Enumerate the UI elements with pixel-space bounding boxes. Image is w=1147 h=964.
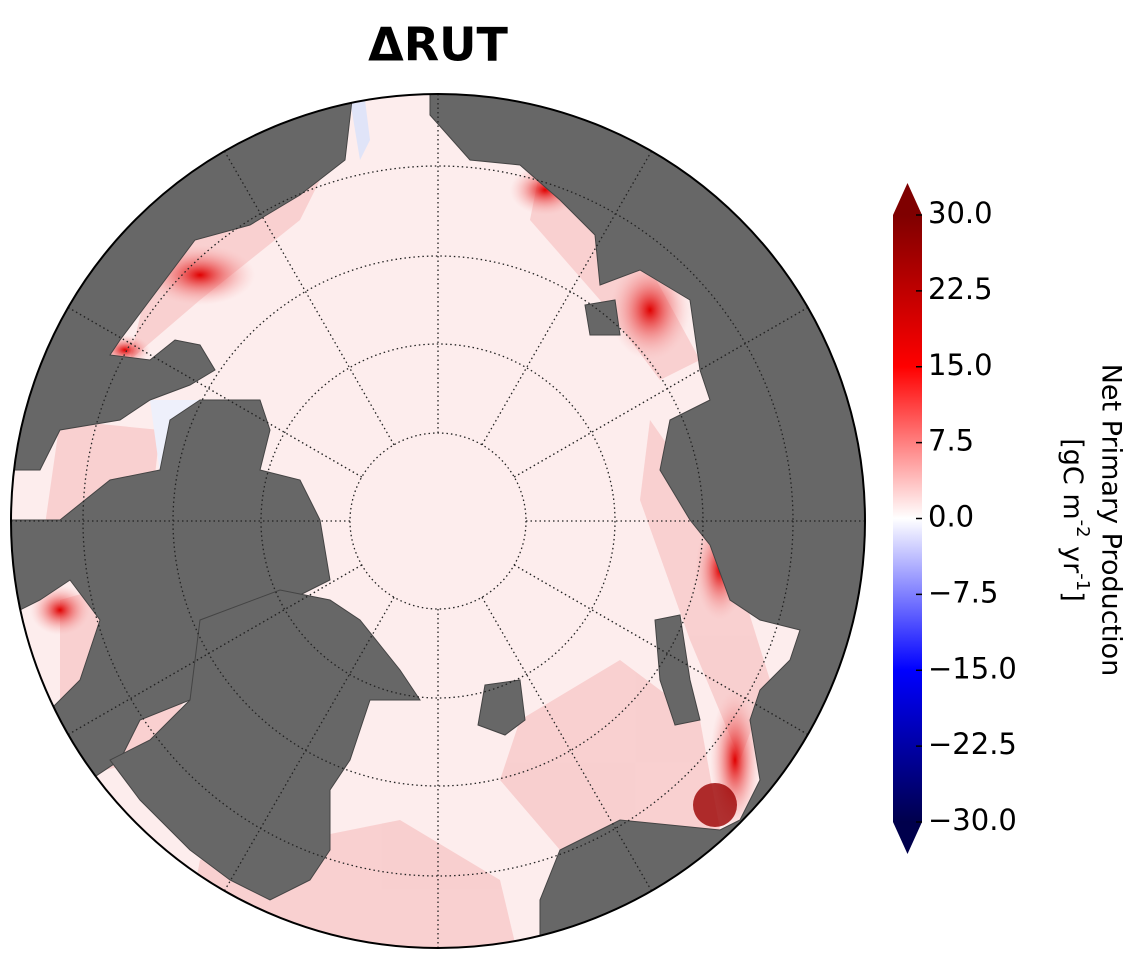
- meridian: [513, 305, 811, 478]
- map: [11, 94, 865, 948]
- units-part: -2: [1073, 520, 1094, 538]
- chart-title: ΔRUT: [368, 18, 508, 72]
- meridian: [222, 148, 395, 446]
- meridian: [222, 596, 395, 894]
- meridian: [65, 564, 363, 737]
- meridian: [513, 564, 811, 737]
- colorbar-tick-label: −30.0: [928, 803, 1017, 837]
- colorbar-tick-label: −7.5: [928, 575, 998, 609]
- meridian: [65, 305, 363, 478]
- colorbar-tick-label: 22.5: [928, 272, 993, 306]
- units-part: yr: [1058, 538, 1089, 575]
- units-part: [gC m: [1058, 438, 1089, 519]
- colorbar-extend-bottom: [893, 822, 922, 854]
- colorbar-tick-label: −15.0: [928, 651, 1017, 685]
- colorbar-tick-label: 7.5: [928, 424, 974, 458]
- colorbar-units: [gC m-2 yr-1]: [1058, 438, 1094, 602]
- colorbar: 30.0 22.5 15.0 7.5 0.0 −7.5 −15.0 −22.5 −30.0: [893, 183, 1017, 854]
- map-border: [10, 93, 866, 949]
- colorbar-tick-label: 15.0: [928, 348, 993, 382]
- meridian: [481, 596, 654, 894]
- meridian: [481, 148, 654, 446]
- colorbar-label: Net Primary Production: [1096, 364, 1127, 677]
- graticule: [11, 94, 865, 948]
- colorbar-tick-label: −22.5: [928, 727, 1017, 761]
- colorbar-tick-label: 30.0: [928, 196, 993, 230]
- colorbar-tick-label: 0.0: [928, 500, 974, 534]
- blue-patch: [350, 100, 370, 160]
- colorbar-extend-top: [893, 183, 922, 215]
- units-part: ]: [1058, 591, 1089, 602]
- units-part: -1: [1073, 573, 1094, 591]
